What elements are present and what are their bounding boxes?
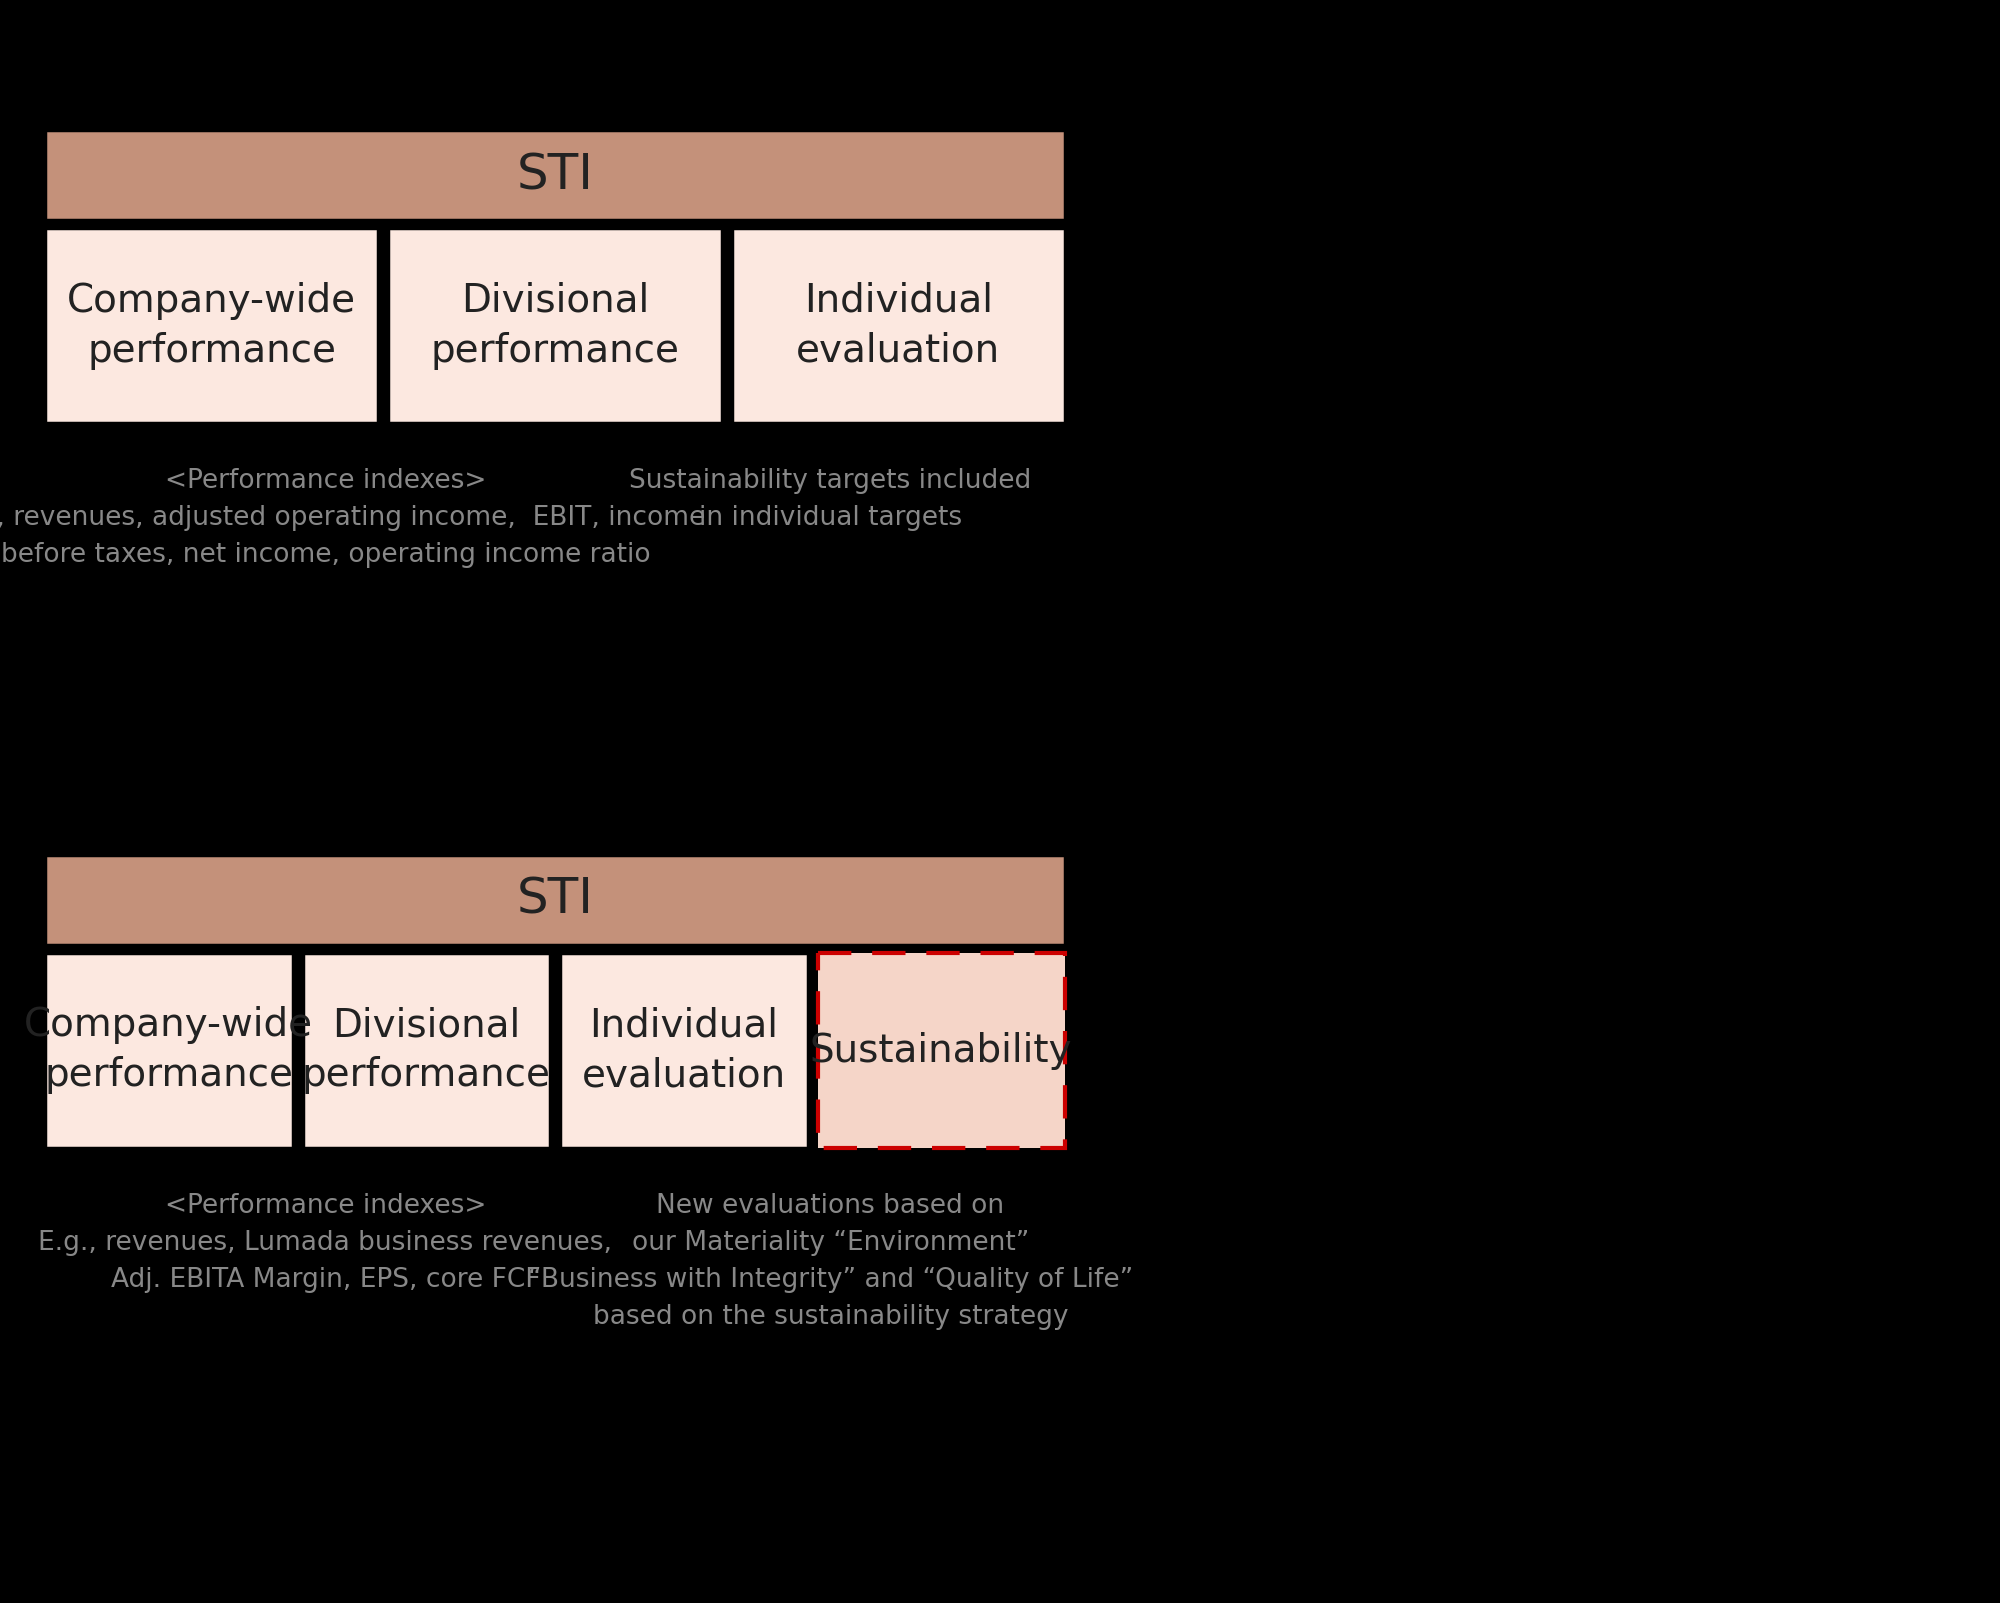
Text: Divisional
performance: Divisional performance (430, 282, 680, 370)
Text: Company-wide
performance: Company-wide performance (68, 282, 356, 370)
Text: Sustainability: Sustainability (810, 1031, 1072, 1069)
Text: Company-wide
performance: Company-wide performance (24, 1007, 314, 1095)
Text: Divisional
performance: Divisional performance (302, 1007, 550, 1095)
Bar (44, 228, 378, 423)
Bar (388, 228, 722, 423)
Bar (44, 954, 292, 1148)
Text: Sustainability targets included
in individual targets: Sustainability targets included in indiv… (630, 468, 1032, 531)
Text: <Performance indexes>
E.g., revenues, Lumada business revenues,
Adj. EBITA Margi: <Performance indexes> E.g., revenues, Lu… (38, 1193, 612, 1294)
Bar (44, 854, 1064, 946)
Text: Individual
evaluation: Individual evaluation (582, 1007, 786, 1095)
Bar (560, 954, 808, 1148)
Text: Individual
evaluation: Individual evaluation (796, 282, 1000, 370)
Text: New evaluations based on
our Materiality “Environment”
“Business with Integrity”: New evaluations based on our Materiality… (528, 1193, 1134, 1330)
Text: STI: STI (516, 875, 594, 923)
Bar (732, 228, 1064, 423)
Text: STI: STI (516, 151, 594, 199)
Bar (44, 130, 1064, 220)
Text: <Performance indexes>
E.g., revenues, adjusted operating income,  EBIT, income
b: <Performance indexes> E.g., revenues, ad… (0, 468, 706, 567)
Bar (818, 954, 1064, 1148)
Bar (302, 954, 550, 1148)
